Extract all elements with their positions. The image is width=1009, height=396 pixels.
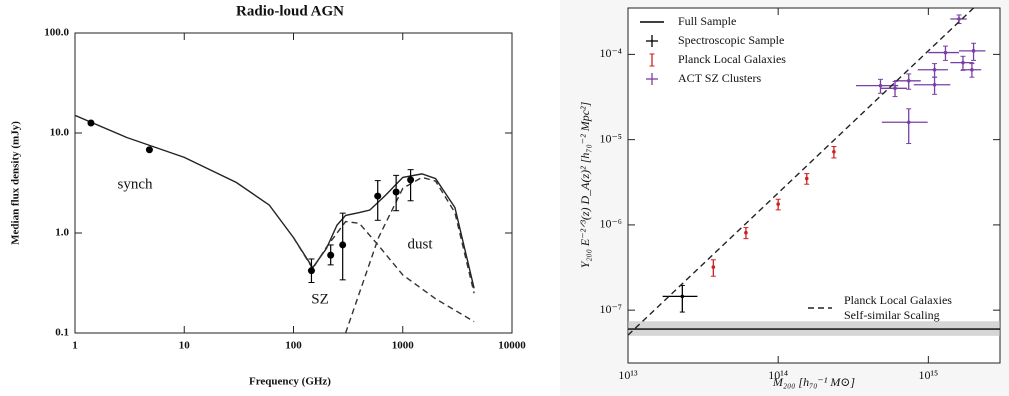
point xyxy=(307,267,315,275)
point xyxy=(906,120,911,125)
point xyxy=(961,60,965,65)
x-tick-label: 100 xyxy=(285,340,302,352)
y-tick-label: 10⁻⁶ xyxy=(599,217,622,231)
x-tick-label: 10¹⁵ xyxy=(918,368,938,382)
point xyxy=(339,241,347,249)
point xyxy=(145,146,153,154)
plot-layer xyxy=(75,114,475,333)
y-axis-label: Y₂₀₀ E⁻²ᐟ³(z) D_A(z)² [h₇₀⁻² Mpc²] xyxy=(578,101,592,268)
y-tick-label: 1.0 xyxy=(55,227,69,239)
plot-layer xyxy=(628,8,1000,336)
y-tick-label: 100.0 xyxy=(44,27,69,39)
y-tick-label: 10⁻⁷ xyxy=(599,302,622,316)
line xyxy=(292,220,475,323)
line xyxy=(75,114,475,289)
annotation: SZ xyxy=(311,291,329,307)
plot-area xyxy=(627,7,1001,364)
y-tick-label: 10⁻⁵ xyxy=(599,131,622,145)
point xyxy=(943,50,948,55)
x-tick-label: 10000 xyxy=(498,340,526,352)
point xyxy=(680,294,685,299)
point xyxy=(804,176,809,181)
point xyxy=(893,86,897,91)
x-axis-label: Frequency (GHz) xyxy=(249,376,331,388)
point xyxy=(711,265,716,269)
point xyxy=(87,119,95,127)
point xyxy=(878,83,883,88)
legend-label: Full Sample xyxy=(678,14,736,28)
point xyxy=(932,82,937,87)
x-axis-label: M₂₀₀ [h₇₀⁻¹ M⊙] xyxy=(772,375,856,389)
point xyxy=(832,150,836,154)
x-tick-label: 10¹³ xyxy=(618,368,638,382)
legend-label: Planck Local Galaxies xyxy=(678,52,786,66)
point xyxy=(906,78,911,83)
annotation: synch xyxy=(118,176,153,192)
x-tick-label: 1000 xyxy=(392,340,415,352)
legend-label: ACT SZ Clusters xyxy=(678,71,761,85)
x-tick-label: 10¹⁴ xyxy=(768,368,788,382)
annotation: dust xyxy=(407,236,433,252)
line xyxy=(344,176,475,333)
point xyxy=(374,192,382,200)
point xyxy=(776,202,780,206)
legend-label: Planck Local Galaxies xyxy=(844,293,952,307)
x-tick-label: 1 xyxy=(72,340,78,352)
legend-label: Spectroscopic Sample xyxy=(678,33,784,47)
point xyxy=(392,188,400,196)
y-tick-label: 0.1 xyxy=(55,327,69,339)
point xyxy=(932,67,937,72)
chart-title: Radio-loud AGN xyxy=(236,3,344,19)
x-tick-label: 10 xyxy=(179,340,191,352)
point xyxy=(407,176,415,184)
point xyxy=(970,67,974,72)
point xyxy=(971,49,976,53)
legend-label: Self-similar Scaling xyxy=(844,308,940,322)
y-tick-label: 10.0 xyxy=(50,127,70,139)
y-tick-label: 10⁻⁴ xyxy=(599,46,622,60)
point xyxy=(744,230,748,235)
point xyxy=(327,251,335,259)
y-axis-label: Median flux density (mJy) xyxy=(10,121,22,245)
point xyxy=(957,17,961,21)
